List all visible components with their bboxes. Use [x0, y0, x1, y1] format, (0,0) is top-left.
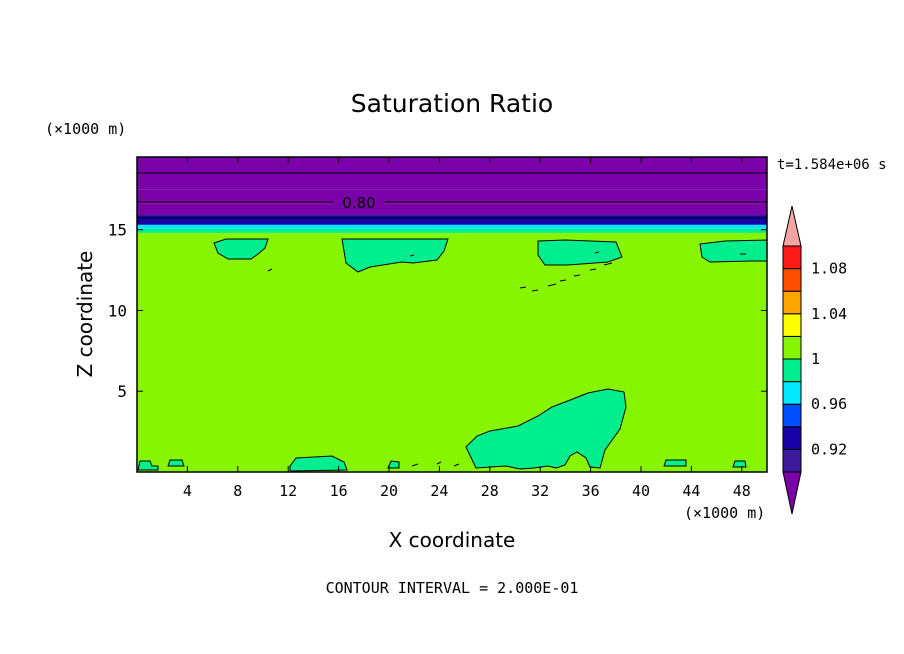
colorbar-under-triangle	[782, 471, 802, 515]
colorbar-band-4	[782, 358, 802, 383]
field-layer-1	[137, 189, 767, 204]
upper-contours	[137, 172, 767, 219]
x-axis-label: X coordinate	[389, 528, 516, 552]
colorbar-label-1: 0.96	[811, 395, 847, 413]
chart-title: Saturation Ratio	[351, 89, 553, 118]
x-tick-label-9: 40	[632, 482, 650, 500]
x-tick-label-7: 32	[531, 482, 549, 500]
colorbar: 0.92 0.96 1 1.04 1.08	[782, 205, 847, 515]
colorbar-band-9	[782, 245, 802, 270]
field-layer-5	[137, 228, 767, 233]
colorbar-band-7	[782, 290, 802, 315]
patch-bottom-4	[387, 460, 400, 469]
contour-label: 0.80	[342, 194, 375, 212]
field-layer-2	[137, 203, 767, 216]
patch-bottom-3	[167, 459, 185, 467]
x-unit-label: (×1000 m)	[684, 504, 765, 522]
colorbar-label-2: 1	[811, 350, 820, 368]
x-tick-label-0: 4	[183, 482, 192, 500]
y-unit-label: (×1000 m)	[45, 120, 126, 138]
patch-bottom-5	[663, 459, 687, 467]
colorbar-band-0	[782, 448, 802, 473]
x-tick-label-6: 28	[481, 482, 499, 500]
small-contour-specks	[267, 251, 746, 467]
colorbar-band-5	[782, 335, 802, 360]
x-tick-label-8: 36	[582, 482, 600, 500]
y-axis-label: Z coordinate	[73, 251, 97, 378]
y-tick-label-0: 5	[117, 382, 127, 401]
patch-upper-3	[537, 239, 623, 266]
patch-bottom-2	[137, 460, 159, 471]
field-layers	[137, 157, 767, 472]
x-tick-label-2: 12	[279, 482, 297, 500]
colorbar-label-0: 0.92	[811, 440, 847, 458]
y-ticks: 5 10 15	[108, 221, 767, 401]
y-tick-label-1: 10	[108, 301, 127, 320]
field-layer-4	[137, 224, 767, 229]
colorbar-band-3	[782, 381, 802, 405]
patch-upper-4	[699, 239, 768, 263]
colorbar-band-1	[782, 426, 802, 450]
y-tick-label-2: 15	[108, 221, 127, 240]
x-tick-label-4: 20	[380, 482, 398, 500]
moist-patches	[137, 238, 768, 472]
colorbar-over-triangle	[782, 205, 802, 247]
x-tick-label-3: 16	[330, 482, 348, 500]
colorbar-band-6	[782, 313, 802, 337]
patch-bottom-1	[289, 455, 348, 472]
patch-bottom-6	[732, 460, 747, 468]
x-tick-label-10: 44	[682, 482, 700, 500]
field-layer-6	[137, 232, 767, 472]
patch-lower	[465, 388, 627, 470]
contour-label-bg	[334, 194, 384, 210]
x-tick-label-5: 24	[430, 482, 448, 500]
patch-upper-2	[341, 238, 449, 273]
x-tick-label-1: 8	[233, 482, 242, 500]
x-tick-label-11: 48	[733, 482, 751, 500]
x-ticks: 4 8 12 16 20 24 28 32 36 40 44 48	[183, 157, 751, 500]
colorbar-label-3: 1.04	[811, 305, 847, 323]
time-label: t=1.584e+06 s	[777, 157, 887, 173]
colorbar-band-8	[782, 268, 802, 292]
contour-interval-label: CONTOUR INTERVAL = 2.000E-01	[326, 579, 579, 597]
patch-upper-1	[213, 238, 269, 260]
plot-frame	[136, 156, 768, 473]
colorbar-band-2	[782, 403, 802, 428]
field-layer-3	[137, 215, 767, 225]
colorbar-label-4: 1.08	[811, 260, 847, 278]
